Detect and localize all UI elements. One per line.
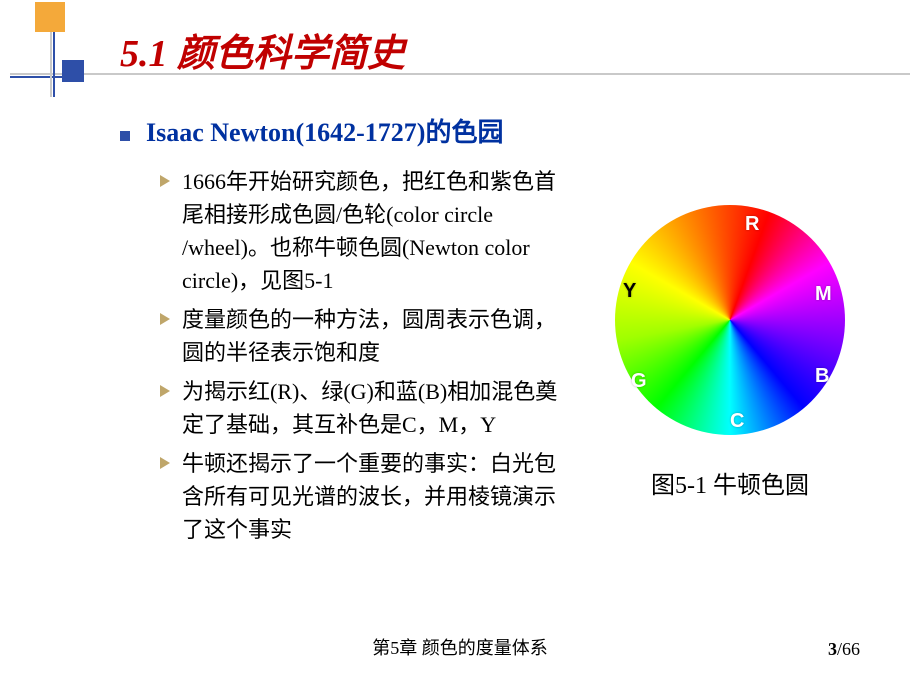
wheel-label-g: G	[631, 370, 647, 393]
square-bullet-icon	[120, 131, 130, 141]
bullet-text: 为揭示红(R)、绿(G)和蓝(B)相加混色奠定了基础，其互补色是C，M，Y	[182, 375, 570, 441]
bullet-text: 1666年开始研究颜色，把红色和紫色首尾相接形成色圆/色轮(color circ…	[182, 165, 570, 297]
figure-column: R M B C G Y 图5-1 牛顿色圆	[580, 165, 880, 552]
bullet-text: 度量颜色的一种方法，圆周表示色调，圆的半径表示饱和度	[182, 303, 570, 369]
wheel-label-c: C	[730, 410, 744, 433]
body-row: 1666年开始研究颜色，把红色和紫色首尾相接形成色圆/色轮(color circ…	[120, 165, 890, 552]
blue-square-icon	[62, 60, 84, 82]
page-number: 3/66	[828, 639, 860, 660]
triangle-bullet-icon	[160, 313, 172, 325]
list-item: 度量颜色的一种方法，圆周表示色调，圆的半径表示饱和度	[160, 303, 570, 369]
slide-heading: 5.1 颜色科学简史	[120, 22, 405, 77]
page-total: /66	[837, 639, 860, 659]
triangle-bullet-icon	[160, 175, 172, 187]
wheel-label-m: M	[815, 283, 832, 306]
wheel-label-b: B	[815, 365, 829, 388]
triangle-bullet-icon	[160, 385, 172, 397]
bullet-list: 1666年开始研究颜色，把红色和紫色首尾相接形成色圆/色轮(color circ…	[120, 165, 570, 552]
wheel-label-y: Y	[623, 280, 636, 303]
list-item: 为揭示红(R)、绿(G)和蓝(B)相加混色奠定了基础，其互补色是C，M，Y	[160, 375, 570, 441]
subtitle: Isaac Newton(1642-1727)的色园	[146, 112, 503, 149]
content-area: Isaac Newton(1642-1727)的色园 1666年开始研究颜色，把…	[120, 112, 890, 552]
orange-square-icon	[35, 2, 65, 32]
page-current: 3	[828, 639, 837, 659]
triangle-bullet-icon	[160, 457, 172, 469]
list-item: 1666年开始研究颜色，把红色和紫色首尾相接形成色圆/色轮(color circ…	[160, 165, 570, 297]
bullet-text: 牛顿还揭示了一个重要的事实：白光包含所有可见光谱的波长，并用棱镜演示了这个事实	[182, 447, 570, 546]
wheel-label-r: R	[745, 213, 759, 236]
color-wheel: R M B C G Y	[615, 205, 845, 435]
footer-text: 第5章 颜色的度量体系	[0, 634, 920, 660]
subtitle-row: Isaac Newton(1642-1727)的色园	[120, 112, 890, 149]
list-item: 牛顿还揭示了一个重要的事实：白光包含所有可见光谱的波长，并用棱镜演示了这个事实	[160, 447, 570, 546]
figure-caption: 图5-1 牛顿色圆	[651, 465, 809, 500]
